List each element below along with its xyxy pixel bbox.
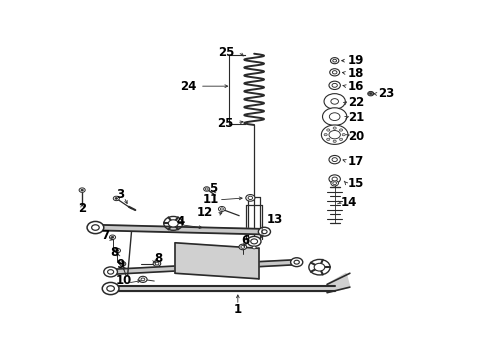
Circle shape — [368, 91, 374, 96]
Text: 5: 5 — [209, 182, 217, 195]
Polygon shape — [327, 273, 350, 293]
Circle shape — [104, 267, 118, 277]
Text: 8: 8 — [154, 252, 162, 265]
Circle shape — [114, 248, 121, 253]
Circle shape — [220, 208, 223, 210]
Text: 7: 7 — [101, 229, 109, 242]
Circle shape — [327, 138, 330, 140]
Circle shape — [324, 134, 327, 136]
Circle shape — [340, 129, 343, 131]
Circle shape — [139, 276, 147, 283]
Polygon shape — [175, 243, 259, 279]
Circle shape — [169, 220, 178, 227]
Circle shape — [116, 249, 119, 251]
Text: 23: 23 — [378, 87, 394, 100]
Circle shape — [321, 125, 348, 144]
Text: 22: 22 — [348, 96, 364, 109]
Circle shape — [294, 260, 299, 264]
Circle shape — [329, 113, 340, 121]
Text: 16: 16 — [348, 80, 365, 93]
Circle shape — [204, 187, 210, 191]
Text: 13: 13 — [267, 213, 283, 226]
Text: 18: 18 — [348, 67, 365, 80]
Text: 11: 11 — [202, 193, 219, 206]
Circle shape — [333, 140, 336, 143]
Circle shape — [108, 270, 114, 274]
Circle shape — [342, 134, 345, 136]
Circle shape — [330, 58, 339, 64]
Circle shape — [291, 258, 303, 267]
Text: 20: 20 — [348, 130, 364, 143]
Circle shape — [115, 198, 118, 199]
Circle shape — [329, 156, 341, 164]
Circle shape — [155, 262, 159, 265]
Text: 17: 17 — [348, 154, 364, 167]
Circle shape — [122, 263, 124, 265]
Text: 21: 21 — [348, 111, 364, 124]
Circle shape — [92, 225, 99, 230]
Circle shape — [111, 237, 114, 238]
Text: 24: 24 — [180, 80, 196, 93]
Circle shape — [205, 188, 208, 190]
Text: 15: 15 — [348, 177, 365, 190]
Text: 9: 9 — [116, 258, 124, 271]
Circle shape — [340, 138, 343, 140]
Circle shape — [248, 196, 253, 199]
Text: 2: 2 — [78, 202, 86, 215]
Circle shape — [332, 71, 337, 74]
Circle shape — [219, 207, 225, 211]
Circle shape — [331, 99, 339, 104]
Circle shape — [79, 188, 85, 192]
Text: 10: 10 — [116, 274, 132, 287]
Circle shape — [322, 108, 347, 126]
Circle shape — [109, 235, 116, 239]
Circle shape — [329, 81, 341, 90]
Circle shape — [329, 175, 341, 183]
Circle shape — [252, 246, 256, 249]
Text: 3: 3 — [116, 188, 124, 201]
Circle shape — [239, 244, 246, 250]
Circle shape — [246, 194, 255, 201]
Circle shape — [102, 283, 119, 294]
Circle shape — [329, 131, 341, 139]
Circle shape — [368, 92, 373, 95]
Circle shape — [247, 237, 261, 246]
Text: 4: 4 — [177, 216, 185, 229]
Circle shape — [314, 263, 325, 271]
Text: 12: 12 — [197, 206, 213, 219]
Text: 6: 6 — [241, 234, 249, 247]
Circle shape — [333, 127, 336, 129]
Polygon shape — [95, 225, 265, 234]
Circle shape — [331, 180, 339, 186]
Circle shape — [87, 221, 104, 234]
Circle shape — [107, 286, 115, 291]
Circle shape — [153, 261, 161, 266]
Circle shape — [241, 246, 245, 248]
Text: 14: 14 — [341, 196, 357, 209]
Text: 8: 8 — [110, 246, 119, 259]
Polygon shape — [111, 286, 335, 291]
Circle shape — [262, 230, 267, 234]
Circle shape — [324, 94, 345, 109]
Circle shape — [332, 158, 337, 162]
Circle shape — [113, 196, 120, 201]
Polygon shape — [110, 260, 297, 274]
Circle shape — [81, 189, 83, 191]
Circle shape — [141, 278, 145, 281]
Circle shape — [258, 227, 270, 236]
Text: 25: 25 — [218, 46, 234, 59]
Circle shape — [369, 93, 372, 95]
Circle shape — [333, 59, 337, 62]
Text: 19: 19 — [348, 54, 365, 67]
Circle shape — [333, 182, 337, 185]
Text: 25: 25 — [217, 117, 233, 130]
Circle shape — [332, 84, 337, 87]
Circle shape — [251, 239, 258, 244]
Text: 1: 1 — [234, 303, 242, 316]
Circle shape — [330, 69, 340, 76]
Circle shape — [120, 262, 126, 266]
Circle shape — [332, 177, 337, 181]
Circle shape — [327, 129, 330, 131]
